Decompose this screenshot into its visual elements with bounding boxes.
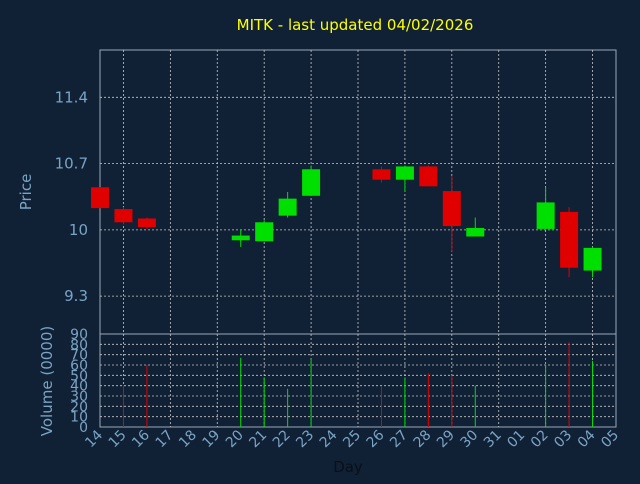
x-axis-label: Day xyxy=(333,458,363,476)
x-tick-label: 28 xyxy=(411,427,435,451)
x-tick-label: 15 xyxy=(106,427,130,451)
x-tick-label: 23 xyxy=(293,427,317,451)
chart-title: MITK - last updated 04/02/2026 xyxy=(237,16,474,34)
volume-tick-label: 50 xyxy=(70,368,88,384)
volume-tick-label: 10 xyxy=(70,410,88,426)
x-tick-label: 01 xyxy=(504,427,528,451)
x-tick-label: 20 xyxy=(223,427,247,451)
x-axis: 14 15 16 17 18 19 20 21 22 23 24 25 26 27 28 29 30 31 01 02… xyxy=(82,427,622,451)
price-tick-label: 10.7 xyxy=(55,155,88,173)
x-tick-label: 24 xyxy=(317,427,341,451)
volume-tick-label: 60 xyxy=(70,358,88,374)
candle-body xyxy=(114,209,133,223)
volume-tick-label: 90 xyxy=(70,327,88,343)
candle-body xyxy=(395,166,414,180)
candle-body xyxy=(442,191,461,227)
candle-body xyxy=(302,169,321,196)
candle-body xyxy=(419,166,438,187)
candle-body xyxy=(536,202,555,229)
x-tick-label: 18 xyxy=(176,427,200,451)
price-axis-label: Price xyxy=(17,174,35,211)
candle-body xyxy=(278,198,297,216)
volume-tick-label: 20 xyxy=(70,399,88,415)
x-tick-label: 02 xyxy=(528,427,552,451)
x-tick-label: 29 xyxy=(434,427,458,451)
x-tick-label: 17 xyxy=(153,427,177,451)
x-tick-label: 04 xyxy=(575,427,599,451)
price-tick-label: 9.3 xyxy=(64,287,88,305)
x-tick-label: 25 xyxy=(340,427,364,451)
candle-body xyxy=(137,218,156,228)
price-tick-label: 11.4 xyxy=(55,88,88,106)
x-tick-label: 16 xyxy=(129,427,153,451)
candle-body xyxy=(583,247,602,271)
candle-body xyxy=(255,222,274,242)
x-tick-label: 03 xyxy=(551,427,575,451)
x-tick-label: 30 xyxy=(457,427,481,451)
volume-tick-label: 70 xyxy=(70,348,88,364)
x-tick-label: 31 xyxy=(481,427,505,451)
candle-body xyxy=(372,169,391,180)
candle-body xyxy=(91,187,109,209)
x-tick-label: 05 xyxy=(598,427,622,451)
x-tick-label: 22 xyxy=(270,427,294,451)
x-tick-label: 19 xyxy=(199,427,223,451)
volume-axis-label: Volume (0000) xyxy=(38,326,56,436)
x-tick-label: 21 xyxy=(246,427,270,451)
price-panel: 9.3 10 10.7 11.4 xyxy=(55,49,617,335)
price-tick-label: 10 xyxy=(69,221,88,239)
candle-body xyxy=(231,235,250,241)
volume-tick-label: 30 xyxy=(70,389,88,405)
candle-body xyxy=(560,211,579,268)
x-tick-label: 27 xyxy=(387,427,411,451)
volume-tick-label: 80 xyxy=(70,337,88,353)
candle-body xyxy=(466,227,485,237)
volume-tick-label: 40 xyxy=(70,379,88,395)
x-tick-label: 26 xyxy=(364,427,388,451)
volume-tick-label: 0 xyxy=(79,420,88,436)
